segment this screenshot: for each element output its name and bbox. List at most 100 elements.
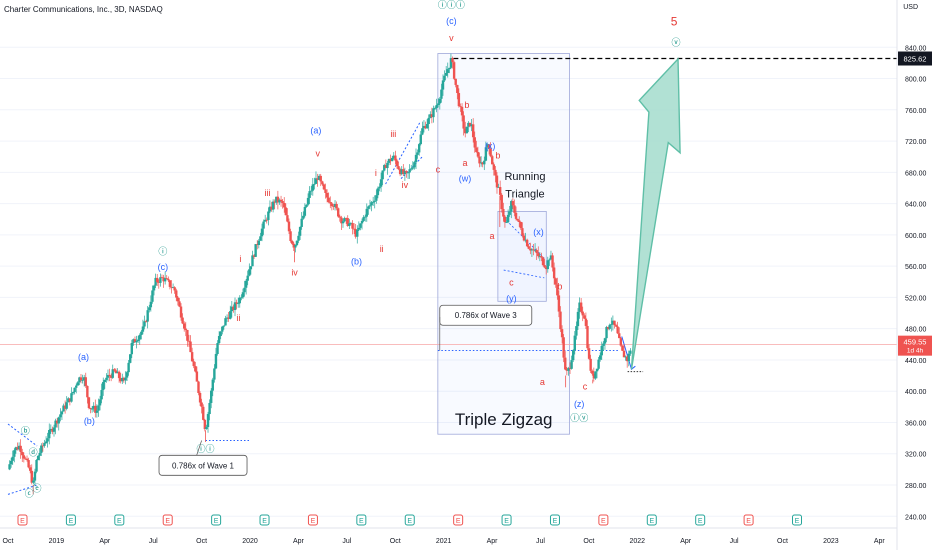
candle-body xyxy=(497,187,500,188)
candle-body xyxy=(422,125,426,129)
candle-body xyxy=(100,390,103,400)
candle-body xyxy=(136,339,140,341)
wave-label: c xyxy=(583,382,588,392)
candle-body xyxy=(406,172,410,174)
time-tick-label: Oct xyxy=(777,538,788,545)
price-tick-label: 840.00 xyxy=(905,45,927,52)
candle-body xyxy=(160,277,164,279)
candle-body xyxy=(241,292,245,298)
candle-body xyxy=(109,376,113,378)
candle-body xyxy=(227,317,230,319)
wave-label: b xyxy=(557,282,562,292)
candle-body xyxy=(537,253,540,257)
time-tick-label: Oct xyxy=(390,538,401,545)
candle-body xyxy=(489,148,492,157)
high-price-text: 825.62 xyxy=(904,55,927,64)
candle-body xyxy=(151,290,154,302)
candle-body xyxy=(278,199,281,203)
wave-label: (b) xyxy=(84,416,95,426)
candle-body xyxy=(78,377,81,383)
candle-body xyxy=(344,218,348,219)
candle-body xyxy=(311,184,315,191)
candle-body xyxy=(221,326,224,332)
price-axis[interactable]: 240.00 280.00 320.00 360.00 400.00 440.00 480.… xyxy=(896,0,932,550)
time-tick-label: 2020 xyxy=(242,538,258,545)
wave-label: iii xyxy=(390,129,396,139)
candle-body xyxy=(35,460,38,472)
candle-body xyxy=(208,402,211,415)
candle-body xyxy=(530,249,534,251)
candle-body xyxy=(425,124,429,129)
candle-body xyxy=(175,290,178,298)
candle-body xyxy=(378,186,381,189)
candle-body xyxy=(571,350,575,361)
candle-body xyxy=(503,216,507,223)
candle-body xyxy=(259,236,262,241)
wave-label: (c) xyxy=(158,262,169,272)
candle-body xyxy=(614,325,618,327)
candle-body xyxy=(595,368,599,372)
candle-body xyxy=(65,402,68,409)
candle-body xyxy=(465,126,469,134)
candle-body xyxy=(249,266,253,270)
candle-body xyxy=(159,277,162,283)
earnings-box xyxy=(695,514,706,526)
candle-body xyxy=(510,201,513,212)
candle-body xyxy=(556,284,559,296)
candle-body xyxy=(240,297,243,299)
candle-body xyxy=(586,325,589,349)
candle-body xyxy=(230,306,234,312)
time-tick-label: Jul xyxy=(149,538,158,545)
candle-body xyxy=(618,333,621,339)
time-tick-label: Apr xyxy=(293,538,305,545)
candle-body xyxy=(570,360,573,369)
candle-body xyxy=(194,366,197,372)
candle-body xyxy=(492,164,496,170)
triangle-lower-line xyxy=(7,484,38,495)
price-tick-label: 400.00 xyxy=(905,389,927,396)
candle-body xyxy=(456,84,459,94)
wave-label: ⓘⓘⓘ xyxy=(438,0,465,10)
candle-body xyxy=(124,377,127,381)
candle-body xyxy=(440,89,443,99)
time-tick-label: Apr xyxy=(680,538,692,545)
candle-body xyxy=(610,324,613,325)
candle-body xyxy=(498,187,502,195)
wave-label: (b) xyxy=(351,257,362,267)
earnings-box xyxy=(356,514,367,526)
candle-body xyxy=(60,411,64,415)
candle-body xyxy=(451,58,454,63)
candle-body xyxy=(117,371,121,379)
wave-label: (z) xyxy=(574,399,585,409)
candle-body xyxy=(310,190,313,192)
candle-body xyxy=(279,199,283,202)
price-tick-label: 680.00 xyxy=(905,170,927,177)
candle-body xyxy=(238,297,241,304)
earnings-letter: E xyxy=(649,518,654,525)
time-axis[interactable]: Oct E 2019 E Apr E Jul E Oct E 2020 E Apr E Jul E Oct E 20… xyxy=(0,514,897,545)
candle-body xyxy=(411,167,415,169)
earnings-marker: E xyxy=(743,514,754,526)
candle-body xyxy=(73,387,76,393)
candle-body xyxy=(217,336,221,344)
candle-body xyxy=(460,106,464,116)
candle-body xyxy=(116,371,119,374)
candle-body xyxy=(256,244,259,246)
candle-body xyxy=(330,203,334,207)
time-tick-label: 2023 xyxy=(823,538,839,545)
candle-body xyxy=(462,115,465,129)
candle-body xyxy=(524,239,527,241)
price-tick-label: 320.00 xyxy=(905,452,927,459)
candle-body xyxy=(410,168,413,170)
candle-body xyxy=(392,155,395,158)
earnings-box xyxy=(549,514,560,526)
candle-body xyxy=(167,278,170,281)
time-tick-label: Apr xyxy=(99,538,111,545)
candle-body xyxy=(295,240,299,246)
wave-label: ii xyxy=(236,313,240,323)
wave1-callout: 0.786x of Wave 1 xyxy=(158,440,248,476)
candlesticks xyxy=(8,53,632,495)
earnings-marker: E xyxy=(501,514,512,526)
